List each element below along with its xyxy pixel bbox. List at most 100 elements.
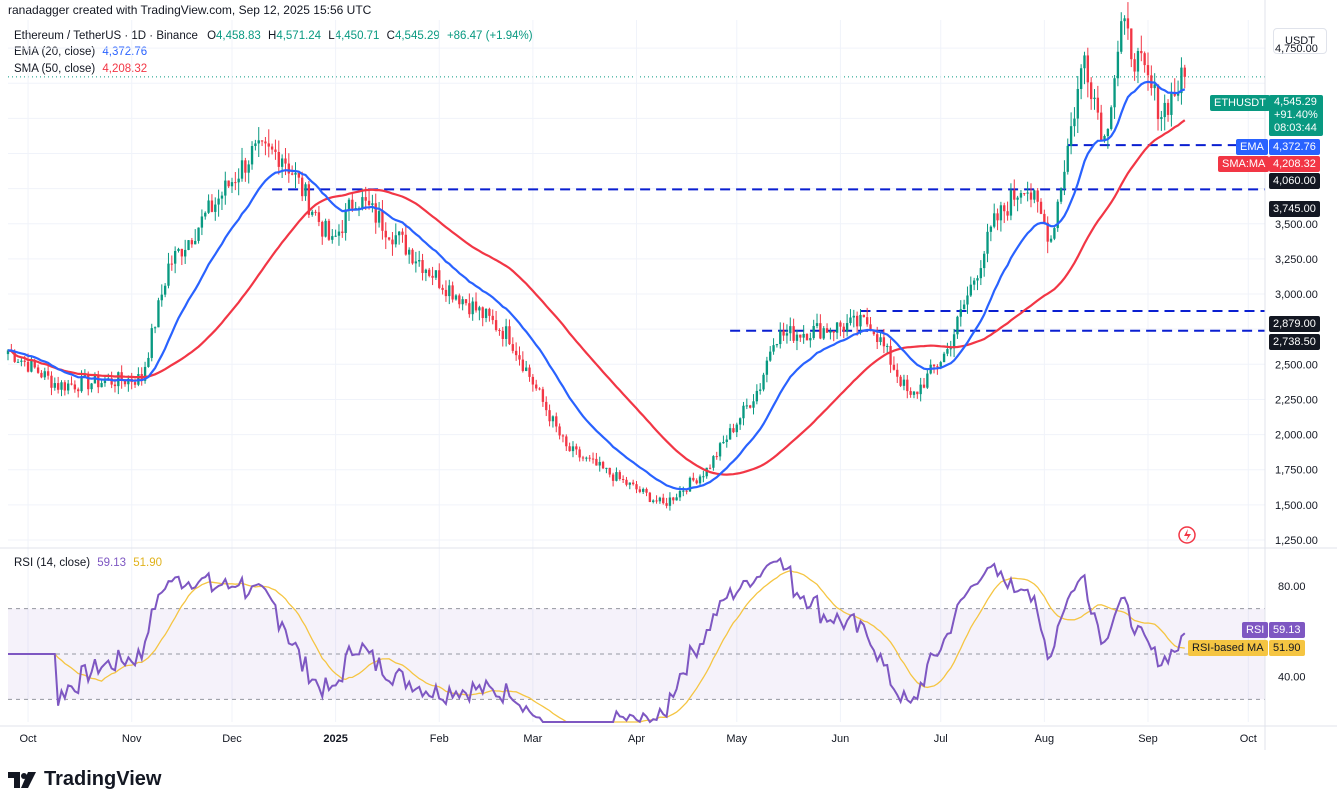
- candle-body: [946, 349, 949, 354]
- candle-body: [678, 491, 682, 498]
- candle: [1126, 2, 1130, 40]
- candle: [735, 422, 738, 438]
- candle: [799, 334, 802, 342]
- candle-body: [872, 330, 876, 335]
- candle: [993, 203, 996, 229]
- candle: [324, 218, 327, 238]
- candle-body: [1146, 65, 1150, 76]
- candle: [90, 382, 93, 393]
- time-tick-label: Apr: [628, 733, 645, 745]
- candle: [538, 387, 541, 391]
- candle-body: [401, 231, 404, 235]
- candle-body: [702, 476, 705, 478]
- candle-body: [1039, 201, 1043, 214]
- open-label: O: [207, 30, 217, 42]
- candle: [474, 292, 478, 313]
- candle: [234, 171, 237, 191]
- candle: [1150, 65, 1153, 96]
- candle-body: [1103, 136, 1106, 141]
- candle-body: [190, 240, 194, 245]
- candle: [1009, 183, 1013, 221]
- currency-selector-button[interactable]: USDT: [1273, 28, 1327, 54]
- candle: [655, 495, 658, 504]
- candle: [588, 455, 591, 462]
- candle: [598, 456, 601, 472]
- candle: [1023, 192, 1026, 196]
- candle: [454, 294, 458, 301]
- candle-body: [408, 249, 411, 255]
- candle: [147, 352, 150, 368]
- candle-body: [163, 285, 167, 295]
- candle-body: [772, 345, 775, 352]
- candle-body: [551, 416, 555, 422]
- candle-body: [919, 384, 922, 395]
- candle-body: [799, 334, 802, 338]
- candle-body: [648, 492, 652, 502]
- candle: [337, 224, 341, 246]
- candle: [77, 387, 80, 398]
- candle: [1033, 189, 1036, 204]
- candle: [220, 191, 224, 211]
- candle: [341, 220, 344, 238]
- candle-body: [150, 328, 153, 358]
- candle: [411, 248, 414, 265]
- candle: [635, 481, 638, 494]
- candle: [1173, 78, 1176, 98]
- candle: [46, 364, 50, 380]
- candle-body: [23, 360, 26, 362]
- candle: [949, 340, 952, 357]
- candle: [1120, 12, 1123, 54]
- candle: [16, 358, 20, 363]
- candle: [695, 478, 698, 485]
- candle: [127, 375, 130, 392]
- bar-countdown: 08:03:44: [1274, 122, 1317, 134]
- time-tick-label: Oct: [19, 733, 36, 745]
- candle-body: [97, 374, 100, 388]
- time-tick-label: May: [726, 733, 747, 745]
- candle-body: [177, 248, 180, 252]
- moving-average-lines: [7, 80, 1186, 491]
- candle: [922, 377, 926, 389]
- candle-body: [428, 269, 431, 276]
- candle-body: [260, 140, 264, 142]
- candle-body: [327, 220, 331, 240]
- rsi-panel: [8, 556, 1265, 724]
- rsi-line: [8, 556, 1186, 724]
- candle: [625, 476, 628, 487]
- candle-body: [167, 263, 170, 286]
- candle: [1096, 85, 1100, 120]
- candle-body: [294, 172, 297, 175]
- candle: [230, 177, 234, 193]
- candle-body: [77, 389, 80, 392]
- candle: [274, 139, 277, 160]
- candle-body: [1043, 213, 1046, 223]
- tradingview-logo-text: TradingView: [44, 768, 162, 790]
- candle-body: [1106, 128, 1110, 137]
- candle: [1170, 82, 1173, 127]
- candle: [304, 182, 307, 201]
- tradingview-logo[interactable]: TradingView: [8, 768, 161, 791]
- candle: [902, 374, 906, 391]
- candle: [601, 460, 605, 470]
- candle: [197, 227, 200, 244]
- candle-body: [899, 376, 902, 386]
- candle-body: [752, 401, 755, 408]
- candle-body: [230, 182, 234, 187]
- candle-body: [80, 376, 83, 392]
- candle: [451, 281, 454, 303]
- candle: [1123, 15, 1126, 35]
- candle-body: [862, 314, 865, 318]
- candle: [260, 140, 264, 147]
- candle: [819, 314, 822, 340]
- candle-body: [284, 158, 287, 164]
- candle-body: [484, 308, 488, 319]
- candle-body: [90, 383, 93, 390]
- candle-body: [983, 253, 986, 269]
- candle: [254, 139, 257, 151]
- candle: [769, 346, 772, 362]
- rsi-ma-tag-value: 51.90: [1269, 640, 1305, 656]
- candle: [464, 299, 468, 306]
- candle-body: [290, 173, 294, 175]
- candle-body: [508, 326, 511, 345]
